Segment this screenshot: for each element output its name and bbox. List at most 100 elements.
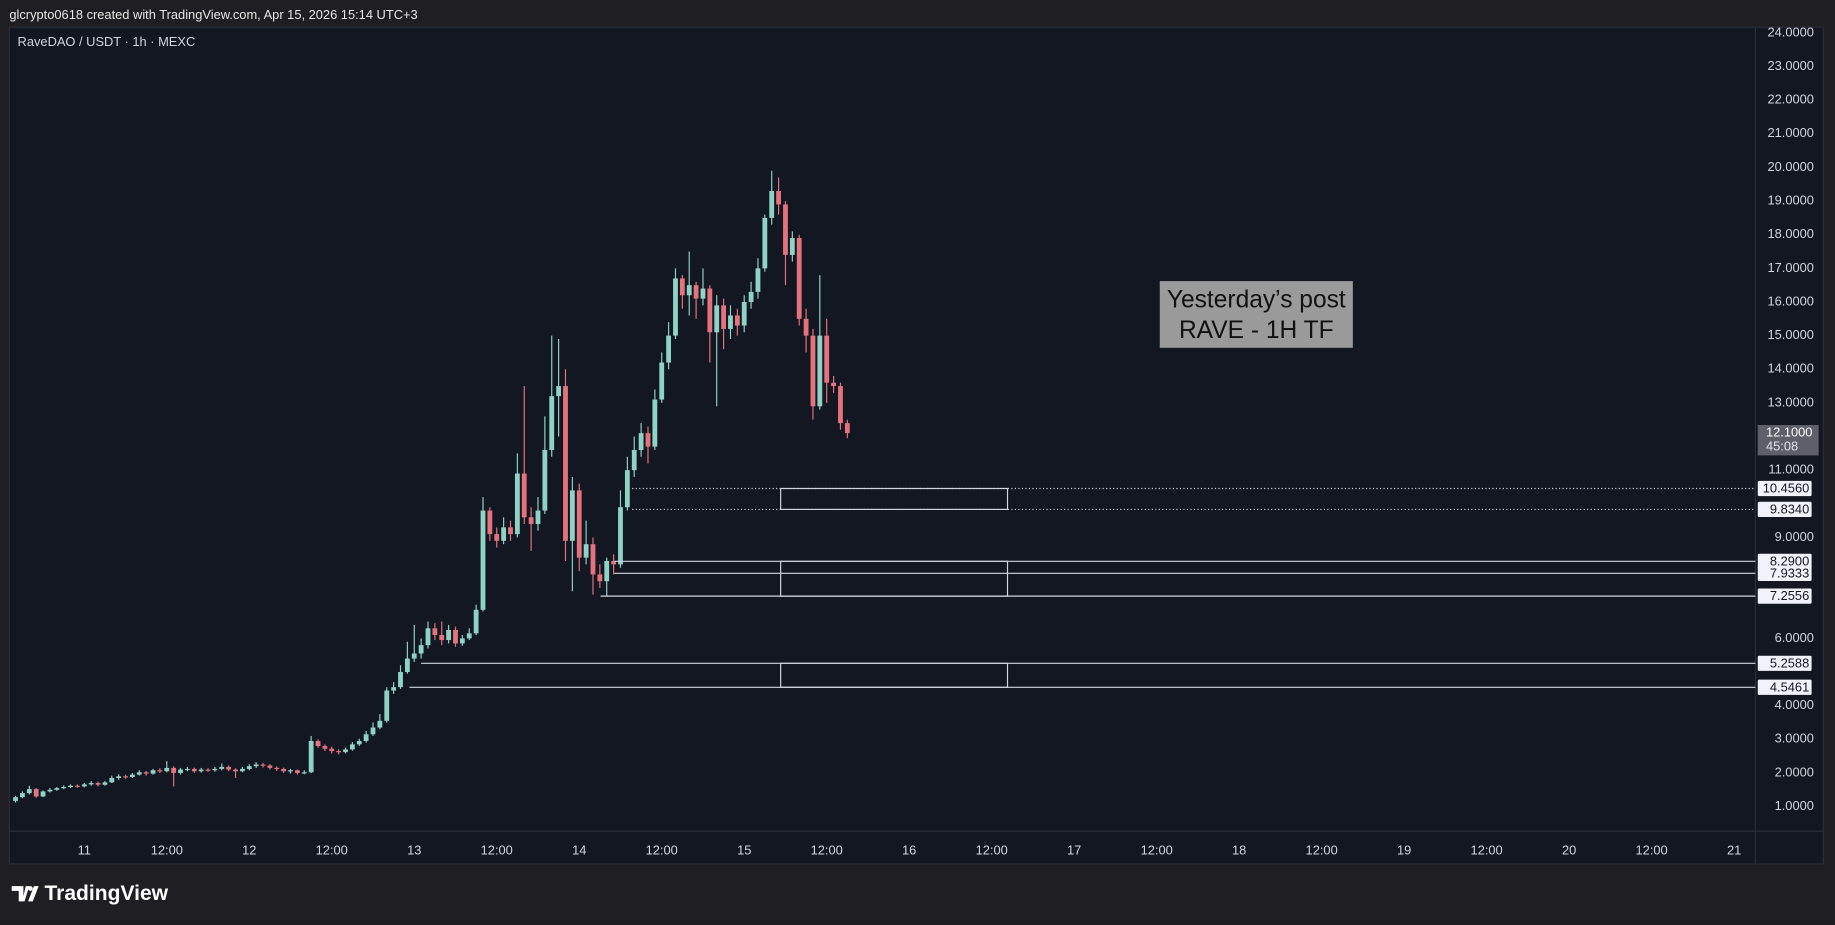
candle-body: [136, 772, 142, 775]
candle-body: [700, 288, 706, 299]
price-badge: [1757, 655, 1812, 671]
x-tick-label: 12:00: [811, 842, 843, 857]
x-tick-label: 19: [1397, 842, 1411, 857]
price-badge-label: 10.4560: [1763, 480, 1809, 495]
candle-body: [308, 740, 314, 773]
candle-body: [88, 783, 94, 785]
x-tick-label: 15: [737, 842, 751, 857]
y-tick-label: 6.0000: [1775, 630, 1814, 645]
candle-body: [239, 768, 245, 772]
x-tick-label: 12: [242, 842, 256, 857]
x-tick-label: 12:00: [1636, 842, 1668, 857]
candle-body: [624, 470, 630, 508]
candle-body: [542, 450, 548, 511]
candle-body: [480, 510, 486, 610]
candle-body: [411, 653, 417, 659]
y-tick-label: 23.0000: [1767, 58, 1813, 73]
candle-body: [288, 770, 293, 772]
candle-body: [164, 767, 170, 772]
x-tick-label: 21: [1727, 842, 1741, 857]
candle-body: [322, 746, 328, 749]
candle-body: [267, 765, 273, 768]
candle-body: [501, 527, 507, 541]
candle-body: [638, 433, 644, 451]
last-price-label: 12.1000: [1766, 425, 1812, 440]
candle-body: [398, 672, 403, 688]
candle-body: [824, 335, 830, 383]
candle-body: [721, 305, 727, 329]
candle-body: [219, 766, 225, 769]
y-tick-label: 15.0000: [1767, 327, 1813, 342]
x-tick-label: 18: [1232, 842, 1246, 857]
x-tick-label: 12:00: [316, 842, 348, 857]
candle-body: [446, 629, 452, 641]
candle-body: [68, 785, 73, 788]
candle-body: [246, 766, 252, 769]
zone-box: [780, 560, 1009, 597]
candle-body: [521, 473, 527, 518]
candle-body: [315, 740, 321, 747]
price-badge: [1757, 565, 1812, 581]
candle-body: [569, 490, 575, 541]
x-tick-label: 20: [1562, 842, 1576, 857]
candle-body: [253, 764, 259, 767]
candle-body: [714, 305, 720, 333]
candle-body: [75, 785, 80, 787]
candle-body: [466, 633, 472, 639]
candle-body: [33, 789, 39, 797]
candle-body: [673, 278, 678, 336]
y-tick-label: 16.0000: [1767, 293, 1813, 308]
candle-body: [459, 638, 465, 644]
candle-body: [487, 510, 493, 535]
candle-body: [274, 767, 280, 770]
y-tick-label: 17.0000: [1767, 260, 1813, 275]
candle-body: [143, 772, 149, 774]
logo-dot: [28, 886, 33, 891]
x-tick-label: 12:00: [646, 842, 678, 857]
y-tick-label: 18.0000: [1767, 226, 1813, 241]
annotation-text: Yesterday’s post: [1167, 286, 1346, 313]
candle-body: [301, 772, 307, 774]
countdown-label: 45:08: [1766, 439, 1798, 454]
candle-body: [130, 774, 135, 777]
price-badge: [1757, 679, 1812, 695]
y-tick-label: 3.0000: [1775, 731, 1814, 746]
y-tick-label: 22.0000: [1767, 92, 1813, 107]
candle-body: [693, 285, 699, 299]
candle-body: [47, 789, 53, 792]
candle-body: [666, 335, 672, 363]
candle-body: [748, 291, 754, 302]
candle-body: [453, 629, 458, 644]
candle-body: [734, 315, 740, 326]
candle-body: [95, 783, 101, 785]
candle-body: [844, 423, 850, 434]
candle-body: [514, 473, 520, 535]
price-badge: [1757, 480, 1812, 497]
x-tick-label: 14: [572, 842, 586, 857]
candle-body: [329, 748, 335, 752]
candle-body: [604, 561, 610, 582]
candle-body: [343, 749, 348, 753]
candle-body: [233, 769, 238, 772]
candle-body: [817, 335, 823, 407]
candle-body: [707, 288, 713, 333]
price-badge: [1757, 553, 1812, 569]
candle-body: [796, 238, 802, 319]
price-badge-label: 8.2900: [1770, 553, 1809, 568]
candle-body: [755, 268, 761, 292]
logo: TradingView: [11, 882, 169, 905]
candle-body: [40, 791, 46, 797]
x-tick-label: 12:00: [151, 842, 183, 857]
candle-body: [494, 534, 500, 541]
x-tick-label: 17: [1067, 842, 1081, 857]
x-tick-label: 11: [78, 842, 91, 857]
price-badge: [1757, 588, 1812, 604]
candle-body: [803, 318, 809, 336]
y-tick-label: 4.0000: [1775, 697, 1814, 712]
candle-body: [590, 544, 596, 575]
candle-body: [473, 609, 479, 634]
candle-body: [363, 734, 369, 741]
y-tick-label: 9.0000: [1775, 529, 1814, 544]
